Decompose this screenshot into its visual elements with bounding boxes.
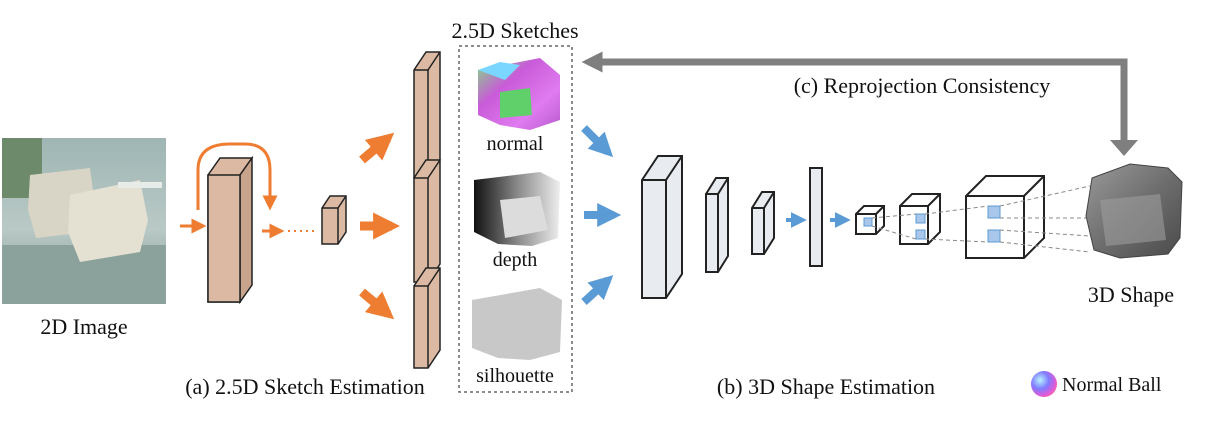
- blue-arrow-from-silhouette: [581, 275, 614, 305]
- orange-arrow-to-silhouette: [359, 288, 395, 320]
- decoder-plate-silhouette: [413, 267, 441, 369]
- latent-vector: [809, 167, 823, 267]
- stage-a-label: (a) 2.5D Sketch Estimation: [185, 374, 425, 399]
- output-label: 3D Shape: [1088, 282, 1174, 307]
- bottleneck-plate: [321, 195, 347, 245]
- sketches-title: 2.5D Sketches: [451, 18, 578, 43]
- normal-map-image: [478, 58, 560, 130]
- projection-lines: [871, 185, 1091, 253]
- sketch-label-depth: depth: [493, 249, 537, 271]
- decoder-plate-depth: [413, 159, 441, 283]
- shape-encoder-plate-3: [751, 191, 775, 255]
- normal-ball-icon: [1031, 371, 1057, 397]
- reprojection-feedback-arrow: [581, 51, 1128, 150]
- sketches-dashed-box: [458, 45, 573, 393]
- blue-arrow-from-normal: [581, 125, 614, 158]
- decoder-plate-normal: [413, 51, 441, 179]
- skip-connection-arrow: [196, 142, 278, 211]
- stage-c-label: (c) Reprojection Consistency: [794, 73, 1051, 98]
- output-3d-shape: [1085, 163, 1183, 259]
- silhouette-image: [472, 288, 562, 360]
- sketch-label-silhouette: silhouette: [476, 365, 554, 387]
- voxel-cube-large: [965, 175, 1045, 259]
- orange-arrow-to-normal: [359, 132, 395, 164]
- shape-encoder-plate-2: [705, 177, 729, 273]
- voxel-cube-medium: [899, 193, 941, 245]
- shape-encoder-plate-1: [641, 155, 683, 299]
- voxel-cube-small: [855, 205, 885, 235]
- input-label: 2D Image: [40, 314, 127, 339]
- stage-b-label: (b) 3D Shape Estimation: [717, 374, 935, 399]
- depth-map-image: [474, 172, 560, 246]
- input-photo: [2, 138, 166, 304]
- legend-label: Normal Ball: [1062, 374, 1162, 396]
- sketch-label-normal: normal: [487, 133, 544, 155]
